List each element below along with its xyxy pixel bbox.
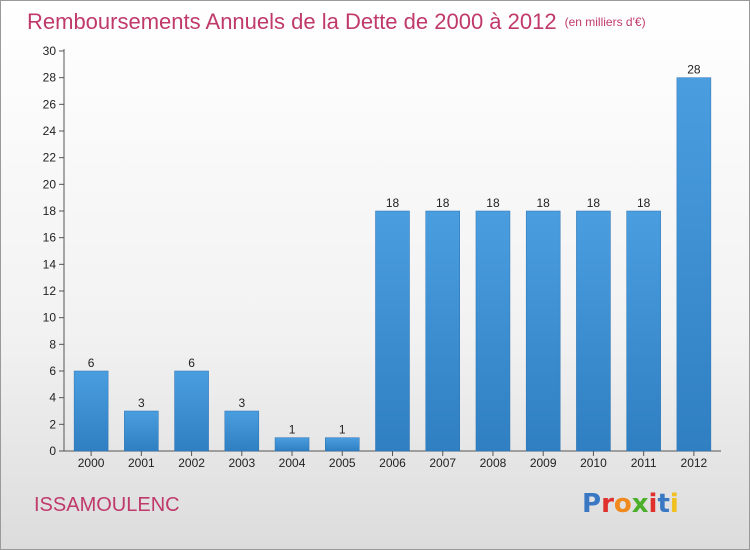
x-tick-label: 2000 [78, 456, 105, 470]
bar-value-label: 18 [486, 196, 500, 210]
bar [475, 210, 511, 452]
x-tick-label: 2012 [681, 456, 708, 470]
bar-value-label: 3 [238, 396, 245, 410]
x-tick-label: 2006 [379, 456, 406, 470]
y-tick-label: 6 [49, 364, 56, 378]
bar [375, 210, 410, 452]
bar-value-label: 3 [138, 396, 145, 410]
bar-value-label: 18 [537, 196, 551, 210]
logo-letter: P [582, 489, 602, 519]
y-tick-label: 30 [43, 44, 57, 58]
bar-value-label: 18 [587, 196, 601, 210]
x-tick-label: 2004 [279, 456, 306, 470]
proxiti-logo: Proxiti [582, 489, 679, 519]
logo-letter: i [669, 489, 679, 519]
x-tick-label: 2008 [480, 456, 507, 470]
bar-value-label: 1 [339, 423, 346, 437]
x-tick-label: 2011 [631, 456, 657, 470]
bar [626, 210, 661, 452]
bar-value-label: 6 [188, 356, 195, 370]
bar-value-label: 6 [88, 356, 95, 370]
bar-value-label: 1 [289, 423, 296, 437]
title-text: Remboursements Annuels de la Dette de 20… [27, 9, 557, 34]
y-tick-label: 24 [43, 124, 57, 138]
bar-value-label: 18 [386, 196, 400, 210]
bar [676, 77, 712, 452]
x-tick-label: 2007 [429, 456, 456, 470]
logo-letter: r [601, 489, 614, 519]
bar-value-label: 18 [637, 196, 651, 210]
bar [525, 210, 561, 452]
y-tick-label: 22 [43, 151, 57, 165]
bar [576, 210, 611, 452]
y-tick-label: 4 [49, 391, 56, 405]
bar-value-label: 18 [436, 196, 450, 210]
bar [425, 210, 460, 452]
bar [174, 370, 209, 452]
x-tick-label: 2005 [329, 456, 356, 470]
bar [224, 410, 260, 452]
y-tick-label: 20 [43, 177, 57, 191]
y-tick-label: 14 [43, 257, 57, 271]
bar [124, 410, 159, 452]
logo-letter: t [657, 489, 670, 519]
x-tick-label: 2010 [580, 456, 607, 470]
x-tick-label: 2003 [228, 456, 255, 470]
commune-name: ISSAMOULENC [34, 494, 180, 516]
y-tick-label: 2 [49, 417, 56, 431]
logo-letter: o [613, 489, 632, 519]
bar [274, 437, 310, 452]
y-tick-label: 12 [43, 284, 57, 298]
logo-letter: x [631, 489, 649, 519]
logo-letter: i [648, 489, 658, 519]
y-tick-label: 18 [43, 204, 57, 218]
y-tick-label: 8 [49, 337, 56, 351]
chart-title: Remboursements Annuels de la Dette de 20… [27, 9, 646, 35]
bar [325, 437, 360, 452]
y-tick-label: 16 [43, 231, 57, 245]
x-tick-label: 2001 [128, 456, 155, 470]
x-tick-label: 2002 [178, 456, 205, 470]
y-tick-label: 0 [49, 444, 56, 458]
x-tick-label: 2009 [530, 456, 557, 470]
bar-value-label: 28 [687, 63, 701, 77]
chart-subtitle: (en milliers d'€) [564, 15, 646, 29]
y-tick-label: 26 [43, 97, 57, 111]
bar [73, 370, 109, 452]
y-tick-label: 28 [43, 71, 57, 85]
y-tick-label: 10 [43, 311, 57, 325]
